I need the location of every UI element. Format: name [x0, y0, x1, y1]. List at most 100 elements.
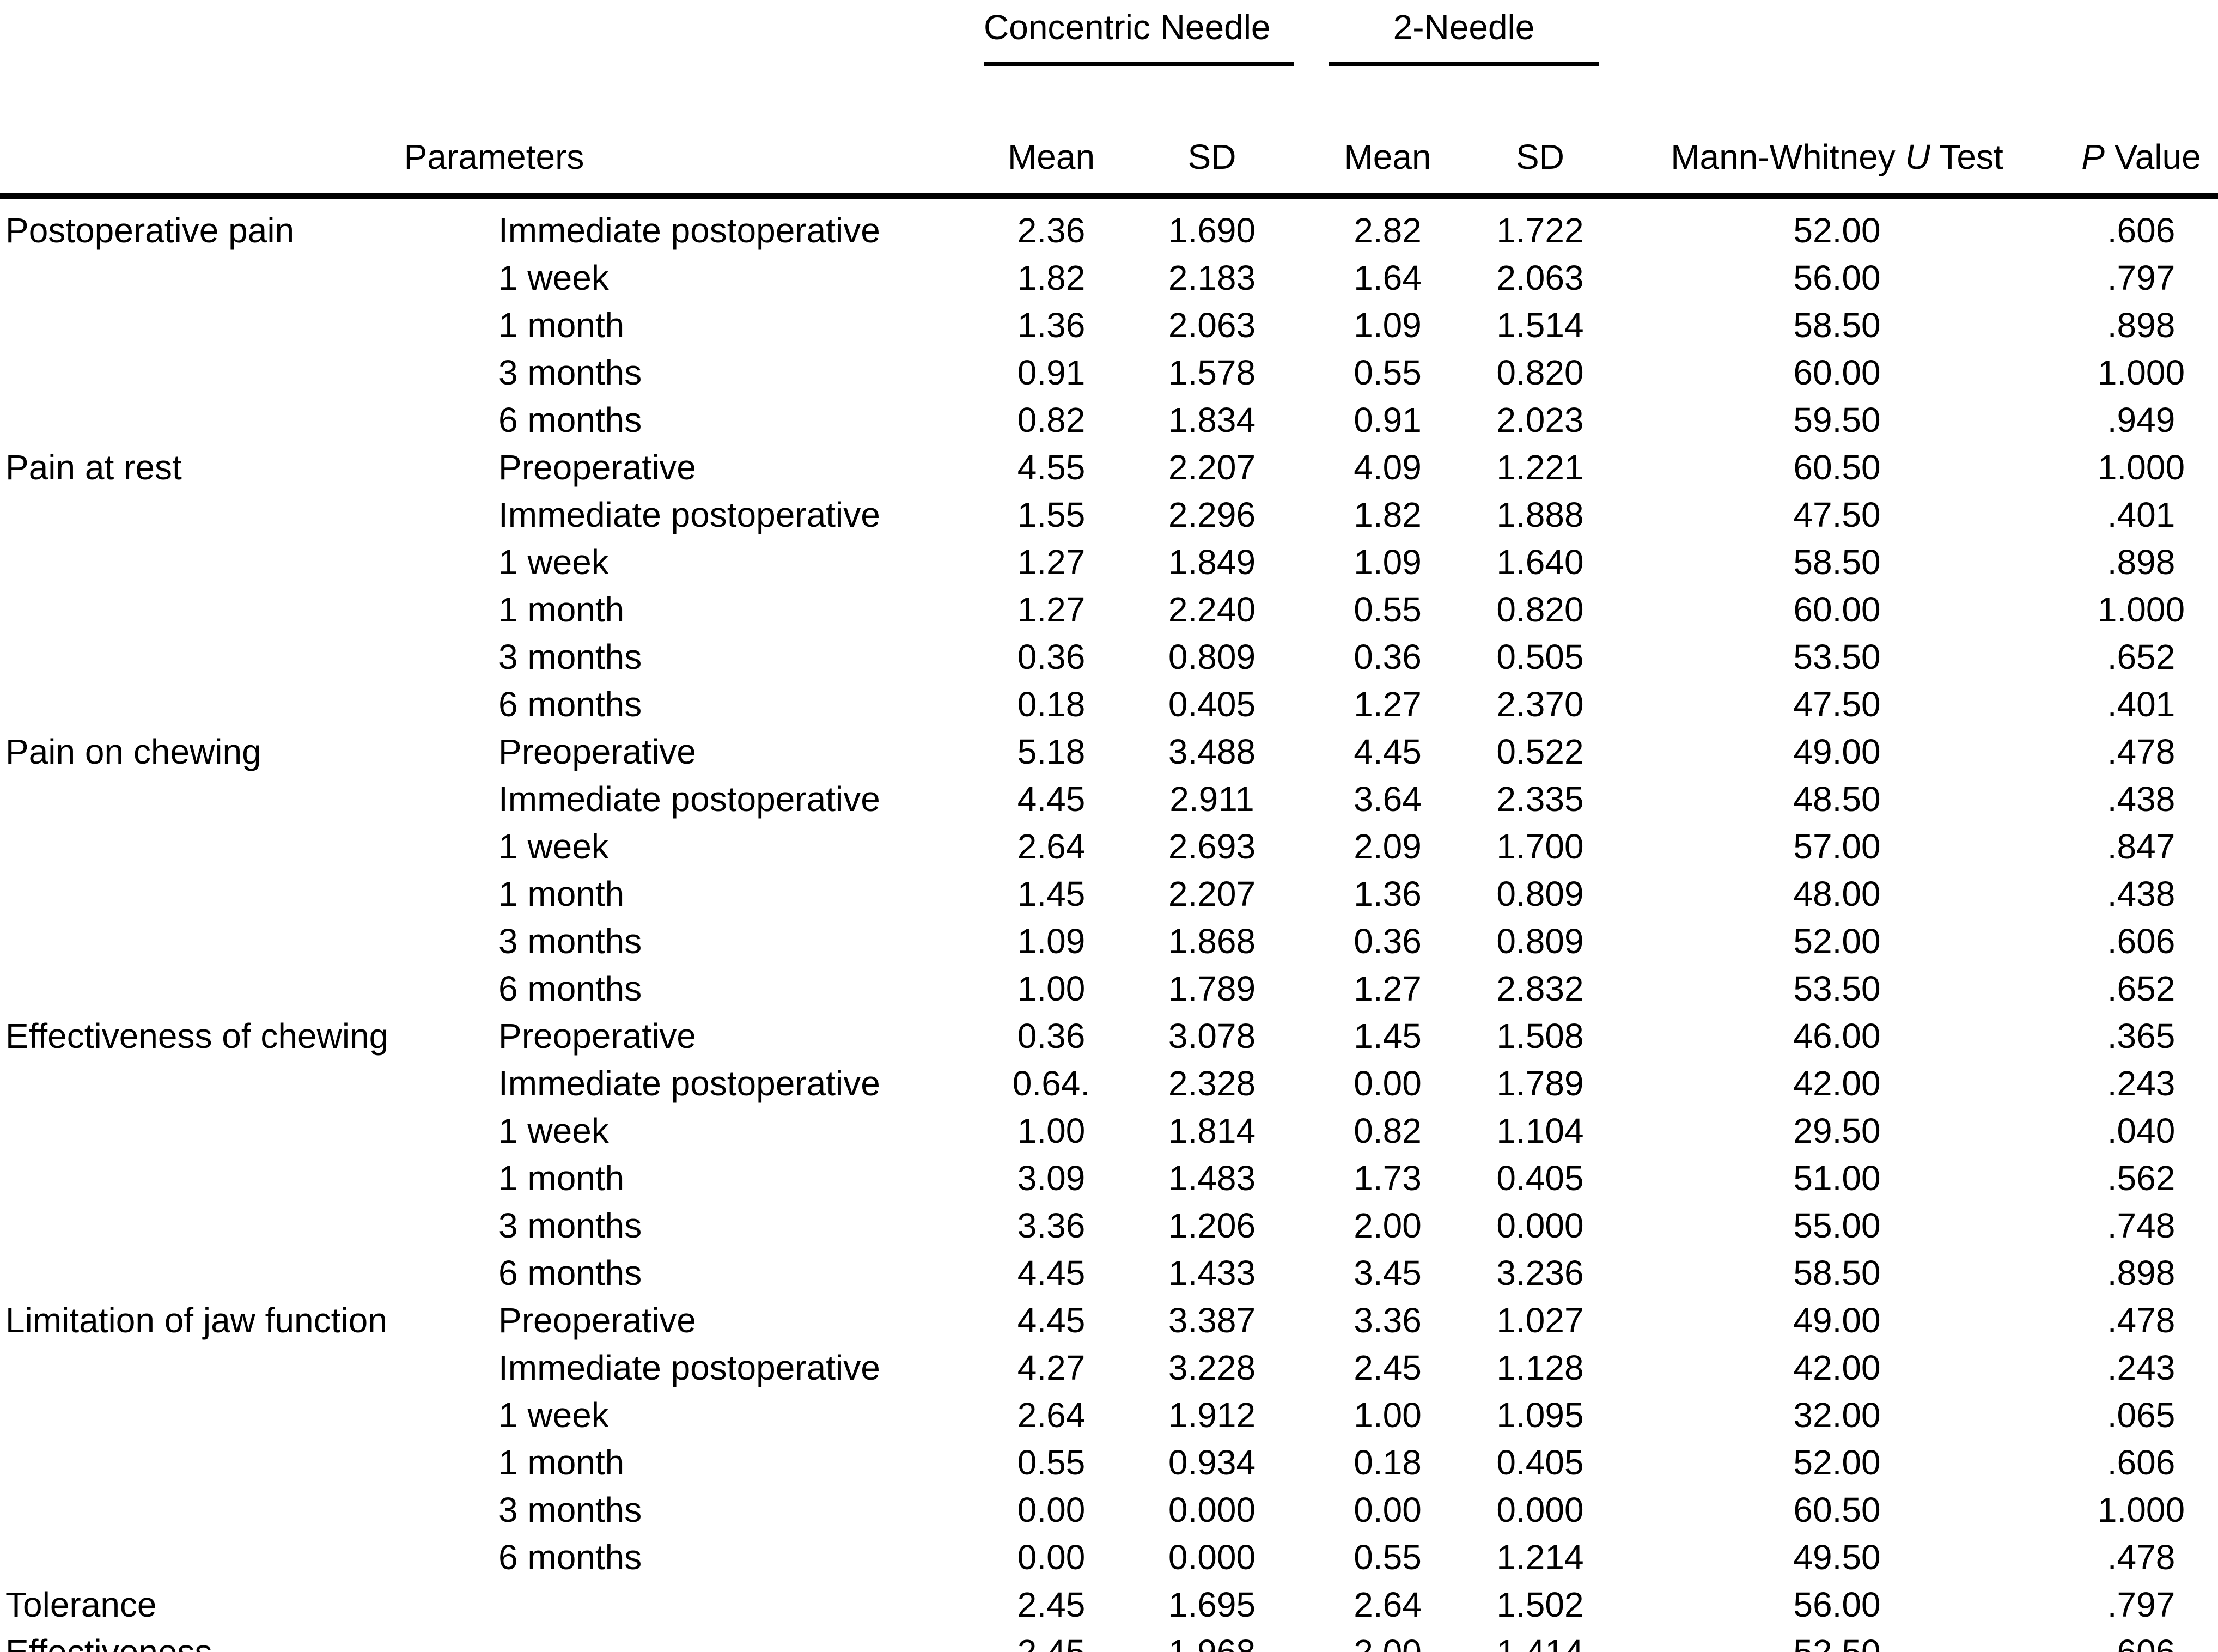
timepoint-cell: 1 month	[498, 1158, 625, 1198]
parameter-cell	[0, 822, 468, 870]
two-needle-mean-cell: 1.00	[1354, 1395, 1422, 1435]
mann-whitney-u-italic: U	[1905, 137, 1930, 176]
mann-whitney-cell: 60.50	[1793, 1490, 1881, 1529]
parameter-cell	[0, 965, 468, 1012]
concentric-mean-cell: 4.45	[1017, 1300, 1086, 1340]
timepoint-cell	[468, 1628, 983, 1652]
two-needle-mean-cell: 2.00	[1354, 1632, 1422, 1652]
two-needle-mean-cell: 3.64	[1354, 779, 1422, 819]
mann-whitney-cell: 58.50	[1793, 305, 1881, 345]
two-needle-sd-cell: 0.405	[1496, 1442, 1584, 1482]
p-value-cell: .365	[2107, 1016, 2176, 1056]
p-value-p-italic: P	[2081, 137, 2105, 176]
two-needle-sd-cell: 1.789	[1496, 1063, 1584, 1103]
two-needle-mean-cell: 1.82	[1354, 495, 1422, 534]
p-value-cell: .401	[2107, 684, 2176, 724]
group-header-spacer-mw	[1610, 0, 2064, 87]
timepoint-cell: 1 month	[498, 305, 625, 345]
p-value-cell: .748	[2107, 1205, 2176, 1245]
table-row: Effectiveness 2.45 1.968 2.00 1.414 52.5…	[0, 1628, 2218, 1652]
concentric-mean-cell: 1.27	[1017, 542, 1086, 582]
concentric-mean-cell: 0.55	[1017, 1442, 1086, 1482]
group-header-row: Concentric Needle 2-Needle	[0, 0, 2218, 87]
table-row: 1 week 2.64 1.912 1.00 1.095 32.00 .065	[0, 1391, 2218, 1438]
column-header-mann-whitney: Mann-Whitney U Test	[1610, 87, 2064, 199]
table-row: 1 month 1.36 2.063 1.09 1.514 58.50 .898	[0, 301, 2218, 349]
table-row: Postoperative pain Immediate postoperati…	[0, 196, 2218, 254]
concentric-mean-cell: 1.09	[1017, 921, 1086, 961]
two-needle-sd-cell: 0.809	[1496, 874, 1584, 913]
table-row: Immediate postoperative 4.45 2.911 3.64 …	[0, 775, 2218, 822]
table-row: 3 months 0.91 1.578 0.55 0.820 60.00 1.0…	[0, 349, 2218, 396]
two-needle-mean-cell: 1.27	[1354, 684, 1422, 724]
mann-whitney-cell: 52.00	[1793, 1442, 1881, 1482]
p-value-cell: .898	[2107, 542, 2176, 582]
concentric-mean-cell: 0.91	[1017, 352, 1086, 392]
two-needle-sd-cell: 2.832	[1496, 968, 1584, 1008]
parameter-cell	[0, 1438, 468, 1486]
p-value-cell: .478	[2107, 1537, 2176, 1577]
mann-whitney-cell: 47.50	[1793, 684, 1881, 724]
parameter-cell	[0, 633, 468, 680]
p-value-cell: 1.000	[2097, 589, 2185, 629]
concentric-sd-cell: 3.228	[1168, 1348, 1256, 1387]
parameter-cell: Tolerance	[5, 1584, 157, 1624]
concentric-mean-cell: 1.82	[1017, 258, 1086, 297]
two-needle-sd-cell: 0.505	[1496, 637, 1584, 676]
mann-whitney-cell: 52.50	[1793, 1632, 1881, 1652]
concentric-mean-cell: 5.18	[1017, 731, 1086, 771]
mann-whitney-cell: 59.50	[1793, 400, 1881, 440]
table-row: 6 months 0.18 0.405 1.27 2.370 47.50 .40…	[0, 680, 2218, 728]
two-needle-mean-cell: 3.36	[1354, 1300, 1422, 1340]
two-needle-mean-cell: 0.36	[1354, 637, 1422, 676]
concentric-mean-cell: 4.45	[1017, 779, 1086, 819]
two-needle-sd-cell: 1.514	[1496, 305, 1584, 345]
two-needle-mean-cell: 1.64	[1354, 258, 1422, 297]
parameter-cell	[0, 254, 468, 301]
timepoint-cell: 1 month	[498, 874, 625, 913]
concentric-mean-cell: 0.64.	[1012, 1063, 1090, 1103]
p-value-cell: .652	[2107, 637, 2176, 676]
concentric-mean-cell: 2.45	[1017, 1632, 1086, 1652]
group-header-concentric-needle: Concentric Needle	[983, 0, 1305, 87]
p-value-cell: .438	[2107, 874, 2176, 913]
table-row: 1 month 0.55 0.934 0.18 0.405 52.00 .606	[0, 1438, 2218, 1486]
table-row: Effectiveness of chewing Preoperative 0.…	[0, 1012, 2218, 1059]
mann-whitney-cell: 56.00	[1793, 258, 1881, 297]
concentric-mean-cell: 0.36	[1017, 1016, 1086, 1056]
p-value-cell: .243	[2107, 1348, 2176, 1387]
table-row: Pain on chewing Preoperative 5.18 3.488 …	[0, 728, 2218, 775]
concentric-sd-cell: 3.488	[1168, 731, 1256, 771]
two-needle-mean-cell: 0.55	[1354, 352, 1422, 392]
concentric-sd-cell: 2.207	[1168, 874, 1256, 913]
p-value-cell: .438	[2107, 779, 2176, 819]
concentric-sd-cell: 1.868	[1168, 921, 1256, 961]
concentric-sd-cell: 1.912	[1168, 1395, 1256, 1435]
mann-whitney-cell: 42.00	[1793, 1348, 1881, 1387]
table-row: 1 week 1.82 2.183 1.64 2.063 56.00 .797	[0, 254, 2218, 301]
parameter-cell	[0, 1107, 468, 1154]
mann-whitney-cell: 58.50	[1793, 542, 1881, 582]
p-value-cell: 1.000	[2097, 447, 2185, 487]
table-row: 3 months 0.36 0.809 0.36 0.505 53.50 .65…	[0, 633, 2218, 680]
concentric-mean-cell: 0.18	[1017, 684, 1086, 724]
group-header-two-needle: 2-Needle	[1305, 0, 1610, 87]
two-needle-mean-cell: 0.00	[1354, 1490, 1422, 1529]
timepoint-cell: Preoperative	[498, 447, 696, 487]
timepoint-cell: Immediate postoperative	[498, 1063, 880, 1103]
two-needle-mean-cell: 2.82	[1354, 210, 1422, 250]
table-row: Immediate postoperative 1.55 2.296 1.82 …	[0, 491, 2218, 538]
table-row: Immediate postoperative 0.64. 2.328 0.00…	[0, 1059, 2218, 1107]
parameter-cell	[0, 1202, 468, 1249]
timepoint-cell: 3 months	[498, 637, 642, 676]
two-needle-mean-cell: 1.09	[1354, 305, 1422, 345]
mann-whitney-cell: 32.00	[1793, 1395, 1881, 1435]
timepoint-cell: 1 week	[498, 258, 609, 297]
concentric-sd-cell: 1.814	[1168, 1111, 1256, 1150]
concentric-sd-cell: 1.789	[1168, 968, 1256, 1008]
concentric-mean-cell: 1.55	[1017, 495, 1086, 534]
column-header-row: Parameters Mean SD Mean SD Mann-Whitney …	[0, 87, 2218, 199]
two-needle-mean-cell: 0.36	[1354, 921, 1422, 961]
parameter-cell	[0, 1486, 468, 1533]
